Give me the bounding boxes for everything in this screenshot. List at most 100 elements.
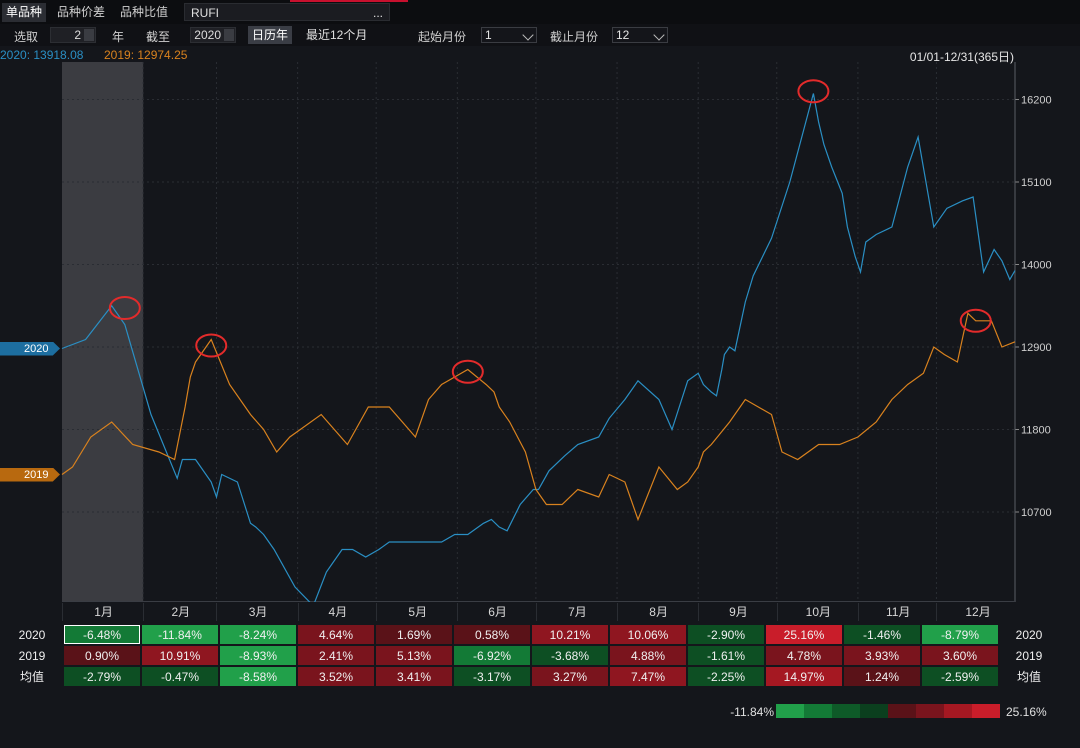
table-cell[interactable]: -8.24% (220, 625, 296, 644)
symbol-more-button[interactable]: ... (372, 6, 383, 20)
table-cell[interactable]: 4.88% (610, 646, 686, 665)
scale-swatch (972, 704, 1000, 718)
pick-years-value: 2 (74, 28, 81, 42)
year-label: 年 (112, 30, 125, 44)
chevron-down-icon (653, 29, 665, 41)
table-cell[interactable]: -2.79% (64, 667, 140, 686)
table-cell[interactable]: -1.46% (844, 625, 920, 644)
scale-swatch (944, 704, 972, 718)
scale-swatch (776, 704, 804, 718)
start-month-select[interactable]: 1 (481, 27, 537, 43)
monthly-change-table: 2020 -6.48% -11.84% -8.24% 4.64% 1.69% 0.58% 10… (0, 623, 1060, 688)
y-tick-label: 11800 (1021, 425, 1051, 437)
end-month-value: 12 (616, 28, 630, 42)
tab-single[interactable]: 单品种 (2, 3, 47, 22)
table-cell[interactable]: 3.60% (922, 646, 998, 665)
table-cell[interactable]: -8.79% (922, 625, 998, 644)
chevron-down-icon (522, 29, 534, 41)
table-cell[interactable]: -8.58% (220, 667, 296, 686)
tab-ratio[interactable]: 品种比值 (120, 5, 169, 19)
table-cell[interactable]: -11.84% (142, 625, 218, 644)
color-scale-bar (776, 704, 1000, 718)
until-year-stepper[interactable]: 2020 (190, 27, 236, 43)
end-month-label: 截止月份 (550, 30, 599, 44)
row-label-right: 2020 (1015, 627, 1043, 642)
until-year-value: 2020 (194, 28, 221, 42)
start-month-label: 起始月份 (418, 30, 467, 44)
recent-12-months-button[interactable]: 最近12个月 (306, 28, 368, 42)
series-line-2020 (61, 93, 1016, 602)
table-cell[interactable]: 7.47% (610, 667, 686, 686)
table-cell[interactable]: 4.64% (298, 625, 374, 644)
start-month-value: 1 (485, 28, 492, 42)
active-indicator (290, 0, 408, 2)
table-cell[interactable]: 4.78% (766, 646, 842, 665)
scale-swatch (888, 704, 916, 718)
legend-2019: 2019: 12974.25 (104, 48, 188, 62)
tab-spread[interactable]: 品种价差 (57, 5, 106, 19)
table-cell[interactable]: 10.21% (532, 625, 608, 644)
series-tag-2019: 2019 (0, 467, 60, 482)
month-header-cell: 10月 (776, 603, 859, 621)
month-header-cell: 6月 (457, 603, 537, 621)
table-cell[interactable]: 3.27% (532, 667, 608, 686)
row-label: 均值 (19, 670, 44, 684)
table-cell[interactable]: -2.90% (688, 625, 764, 644)
table-cell[interactable]: 0.90% (64, 646, 140, 665)
table-cell[interactable]: -8.93% (220, 646, 296, 665)
pick-years-stepper[interactable]: 2 (50, 27, 96, 43)
scale-max-label: 25.16% (1006, 705, 1047, 719)
calendar-year-button[interactable]: 日历年 (248, 26, 293, 44)
table-cell[interactable]: -3.68% (532, 646, 608, 665)
until-label: 截至 (146, 30, 171, 44)
symbol-input[interactable]: RUFI ... (184, 3, 390, 21)
table-cell[interactable]: -1.61% (688, 646, 764, 665)
stepper-arrows-icon[interactable] (84, 29, 94, 41)
y-tick-label: 14000 (1021, 260, 1052, 272)
table-cell[interactable]: 25.16% (766, 625, 842, 644)
table-cell[interactable]: -3.17% (454, 667, 530, 686)
table-row: 均值 -2.79% -0.47% -8.58% 3.52% 3.41% -3.17% 3.27… (2, 667, 1058, 686)
table-cell[interactable]: 0.58% (454, 625, 530, 644)
month-header-cell: 4月 (297, 603, 378, 621)
table-cell[interactable]: 10.06% (610, 625, 686, 644)
month-header-cell: 12月 (936, 603, 1018, 621)
scale-swatch (832, 704, 860, 718)
y-tick-label: 10700 (1021, 507, 1052, 519)
table-cell[interactable]: 14.97% (766, 667, 842, 686)
peak-marker-2019 (959, 308, 992, 333)
seasonal-line-chart[interactable]: 16200 15100 14000 12900 11800 10700 (0, 62, 1080, 602)
y-tick-label: 12900 (1021, 342, 1052, 354)
month-header-cell: 5月 (376, 603, 458, 621)
table-cell[interactable]: -0.47% (142, 667, 218, 686)
table-cell[interactable]: -2.59% (922, 667, 998, 686)
peak-marker-2020 (108, 296, 141, 320)
legend-2020: 2020: 13918.08 (0, 48, 84, 62)
table-cell[interactable]: 3.41% (376, 667, 452, 686)
end-month-select[interactable]: 12 (612, 27, 668, 43)
row-label: 2019 (18, 648, 46, 663)
symbol-value: RUFI (191, 6, 219, 20)
table-cell[interactable]: 3.93% (844, 646, 920, 665)
peak-marker-2019 (451, 359, 484, 384)
table-cell[interactable]: -2.25% (688, 667, 764, 686)
table-cell[interactable]: 1.24% (844, 667, 920, 686)
table-cell[interactable]: 2.41% (298, 646, 374, 665)
table-cell[interactable]: 1.69% (376, 625, 452, 644)
table-cell[interactable]: 10.91% (142, 646, 218, 665)
tab-bar (0, 0, 1080, 24)
series-line-2019 (61, 312, 1016, 522)
row-label-right: 2019 (1015, 648, 1043, 663)
stepper-arrows-icon[interactable] (224, 29, 234, 41)
month-header-cell: 3月 (216, 603, 298, 621)
month-header-cell: 2月 (143, 603, 217, 621)
peak-marker-2020 (797, 79, 830, 104)
month-header-cell: 11月 (857, 603, 938, 621)
table-cell[interactable]: 5.13% (376, 646, 452, 665)
series-tag-2020: 2020 (0, 341, 60, 356)
table-cell[interactable]: 3.52% (298, 667, 374, 686)
highlight-band (62, 62, 144, 602)
table-cell[interactable]: -6.48% (64, 625, 140, 644)
table-cell[interactable]: -6.92% (454, 646, 530, 665)
table-row: 2019 0.90% 10.91% -8.93% 2.41% 5.13% -6.92% -3.… (2, 646, 1058, 665)
